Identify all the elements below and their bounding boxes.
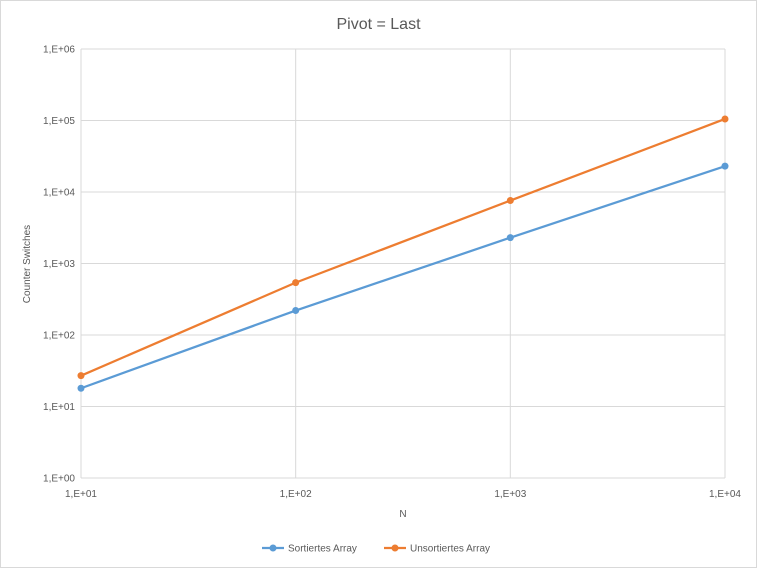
y-axis-title: Counter Switches: [22, 225, 33, 303]
x-tick-label: 1,E+03: [494, 489, 526, 500]
legend: Sortiertes Array Unsortiertes Array: [262, 544, 490, 555]
data-point: [721, 115, 729, 123]
series: [77, 115, 729, 392]
y-tick-label: 1,E+03: [43, 259, 75, 270]
data-point: [506, 197, 514, 205]
data-point: [292, 279, 300, 287]
data-point: [721, 162, 729, 170]
legend-marker: [269, 544, 277, 552]
y-tick-label: 1,E+01: [43, 402, 75, 413]
legend-marker: [391, 544, 399, 552]
tick-labels: 1,E+00 1,E+01 1,E+02 1,E+03 1,E+04 1,E+05 1,E+…: [43, 45, 741, 501]
y-tick-label: 1,E+02: [43, 331, 75, 342]
y-tick-label: 1,E+06: [43, 45, 75, 56]
x-axis-title: N: [399, 509, 406, 520]
legend-label: Sortiertes Array: [288, 544, 357, 555]
series-line: [80, 165, 726, 390]
x-tick-label: 1,E+01: [65, 489, 97, 500]
data-point: [506, 234, 514, 242]
data-point: [77, 384, 85, 392]
data-point: [77, 372, 85, 380]
legend-label: Unsortiertes Array: [410, 544, 490, 555]
series-line: [80, 117, 726, 377]
data-point: [292, 307, 300, 315]
y-tick-label: 1,E+05: [43, 116, 75, 127]
x-tick-label: 1,E+04: [709, 489, 741, 500]
y-tick-label: 1,E+00: [43, 474, 75, 485]
x-tick-label: 1,E+02: [280, 489, 312, 500]
y-tick-label: 1,E+04: [43, 188, 75, 199]
chart-title: Pivot = Last: [336, 16, 421, 33]
